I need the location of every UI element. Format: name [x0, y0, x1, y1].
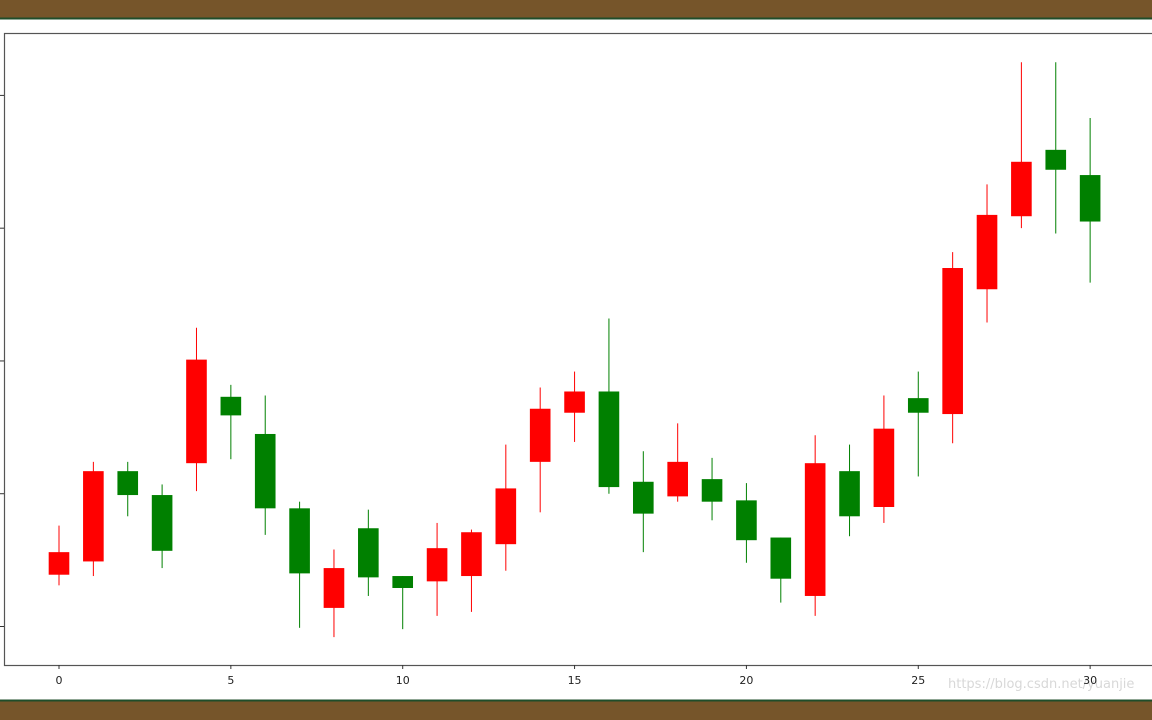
x-tick-label: 5	[227, 674, 234, 687]
x-tick-label: 10	[396, 674, 410, 687]
candle-body	[907, 398, 929, 413]
candle-body	[529, 408, 551, 462]
x-tick-label: 0	[55, 674, 62, 687]
candle-body	[83, 471, 104, 562]
candle-body	[976, 214, 998, 290]
candle-body	[289, 508, 310, 574]
candle-body	[770, 537, 792, 579]
candle-body	[323, 568, 345, 608]
candle-body	[151, 495, 173, 551]
candle-body	[117, 471, 139, 496]
candle-body	[426, 548, 448, 582]
candle-body	[804, 463, 826, 596]
candle-body	[254, 433, 276, 509]
candle-body	[1079, 175, 1101, 222]
x-tick-label: 30	[1083, 674, 1097, 687]
candle-body	[220, 396, 242, 416]
candle-body	[942, 268, 963, 415]
bottom-band	[0, 701, 1152, 720]
candle-body	[1011, 161, 1032, 217]
candle-body	[632, 481, 654, 514]
candle-body	[186, 359, 207, 464]
watermark: https://blog.csdn.net/yuanjie	[948, 677, 1134, 692]
candle-body	[1045, 149, 1067, 170]
candle-body	[461, 532, 482, 577]
x-tick-label: 15	[568, 674, 582, 687]
x-tick-label: 20	[739, 674, 753, 687]
candle-body	[736, 500, 757, 541]
top-band	[0, 0, 1152, 18]
candle-body	[48, 552, 70, 575]
candle-body	[495, 488, 517, 545]
candle-body	[564, 391, 585, 413]
candle-body	[873, 428, 895, 507]
candle-body	[667, 461, 688, 497]
candle-body	[358, 528, 379, 578]
candle-body	[392, 576, 414, 588]
candle-body	[701, 479, 723, 502]
candle-body	[839, 471, 860, 517]
x-tick-label: 25	[911, 674, 925, 687]
axes-frame	[3, 32, 1152, 667]
candle-body	[598, 391, 620, 488]
